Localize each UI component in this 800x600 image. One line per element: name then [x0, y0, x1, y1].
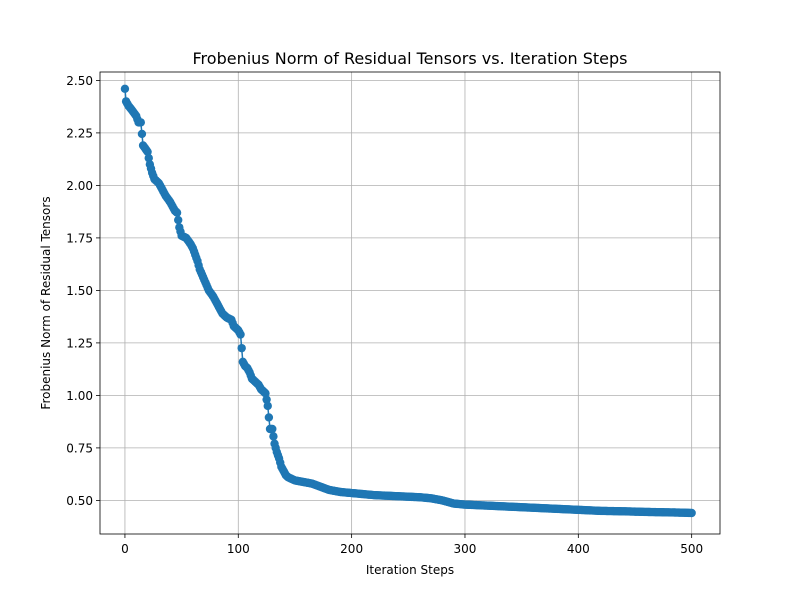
- data-point: [687, 508, 696, 518]
- grid-lines: [100, 72, 720, 534]
- plot-frame: [99, 71, 721, 535]
- data-point: [143, 147, 152, 156]
- x-tick-label: 300: [454, 542, 477, 556]
- x-tick-label: 400: [567, 542, 590, 556]
- x-axis-label: Iteration Steps: [366, 563, 454, 577]
- y-tick-label: 1.50: [66, 284, 93, 298]
- data-point: [261, 389, 270, 398]
- chart-title: Frobenius Norm of Residual Tensors vs. I…: [193, 49, 628, 68]
- data-point: [262, 395, 271, 404]
- data-point: [263, 401, 272, 411]
- y-tick-label: 0.75: [66, 441, 93, 455]
- data-point: [172, 208, 182, 217]
- y-axis-label: Frobenius Norm of Residual Tensors: [39, 196, 53, 409]
- data-point: [268, 424, 277, 434]
- x-tick-label: 100: [227, 542, 250, 556]
- data-point: [174, 215, 183, 225]
- data-point: [237, 343, 246, 353]
- data-point: [264, 413, 274, 422]
- data-point: [120, 84, 130, 94]
- plot-area-background: [100, 72, 720, 534]
- x-tick-label: 500: [680, 542, 703, 556]
- axis-ticks: 0 100 200 300 400 500 0.50 0.75 1.00 1.25 1.50 1.75…: [66, 74, 703, 556]
- data-point: [269, 432, 278, 441]
- data-point: [144, 153, 153, 163]
- x-tick-label: 200: [340, 542, 363, 556]
- y-tick-label: 1.75: [66, 231, 93, 245]
- data-series: [120, 84, 696, 518]
- y-tick-label: 2.25: [66, 126, 93, 140]
- x-tick-label: 0: [121, 542, 129, 556]
- y-tick-label: 0.50: [66, 494, 93, 508]
- y-tick-label: 2.00: [66, 179, 93, 193]
- y-tick-label: 1.25: [66, 336, 93, 350]
- y-tick-label: 2.50: [66, 74, 93, 88]
- y-tick-label: 1.00: [66, 389, 93, 403]
- data-point: [137, 129, 147, 139]
- data-point: [236, 330, 245, 339]
- data-point: [136, 118, 145, 127]
